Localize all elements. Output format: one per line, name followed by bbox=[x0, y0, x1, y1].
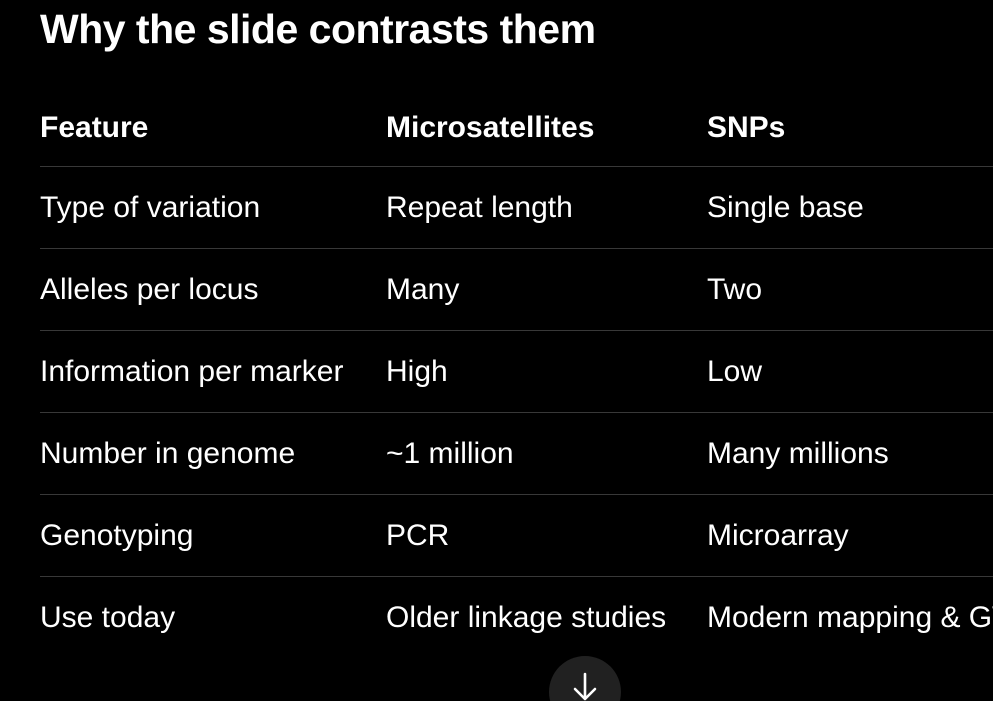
table-cell: Older linkage studies bbox=[386, 601, 667, 635]
table-cell: Type of variation bbox=[40, 190, 261, 224]
scroll-down-button[interactable] bbox=[549, 656, 621, 701]
table-cell: Use today bbox=[40, 601, 176, 635]
table-cell: Repeat length bbox=[386, 190, 573, 224]
table-row: Alleles per locus Many Two bbox=[40, 249, 993, 332]
table-cell: Many millions bbox=[707, 436, 889, 470]
table-row: Genotyping PCR Microarray bbox=[40, 495, 993, 578]
comparison-table: Feature Microsatellites SNPs Type of var… bbox=[40, 89, 993, 659]
table-cell: ~1 million bbox=[386, 436, 514, 470]
table-cell: Number in genome bbox=[40, 436, 296, 470]
table-row: Use today Older linkage studies Modern m… bbox=[40, 577, 993, 659]
page-title: Why the slide contrasts them bbox=[40, 6, 596, 52]
slide-content: Why the slide contrasts them Feature Mic… bbox=[0, 6, 993, 701]
arrow-down-icon bbox=[572, 672, 598, 701]
table-cell: Genotyping bbox=[40, 518, 194, 552]
table-cell: Alleles per locus bbox=[40, 272, 259, 306]
table-cell: Many bbox=[386, 272, 460, 306]
table-cell: Low bbox=[707, 354, 763, 388]
table-cell: Modern mapping & GWAS bbox=[707, 601, 993, 635]
column-header-snps: SNPs bbox=[707, 110, 786, 144]
table-row: Type of variation Repeat length Single b… bbox=[40, 167, 993, 250]
column-header-feature: Feature bbox=[40, 110, 149, 144]
table-row: Number in genome ~1 million Many million… bbox=[40, 413, 993, 496]
column-header-microsatellites: Microsatellites bbox=[386, 110, 595, 144]
table-header-row: Feature Microsatellites SNPs bbox=[40, 89, 993, 168]
table-row: Information per marker High Low bbox=[40, 331, 993, 414]
table-cell: Information per marker bbox=[40, 354, 344, 388]
table-cell: PCR bbox=[386, 518, 450, 552]
table-cell: High bbox=[386, 354, 448, 388]
table-cell: Microarray bbox=[707, 518, 849, 552]
table-cell: Two bbox=[707, 272, 763, 306]
table-cell: Single base bbox=[707, 190, 864, 224]
